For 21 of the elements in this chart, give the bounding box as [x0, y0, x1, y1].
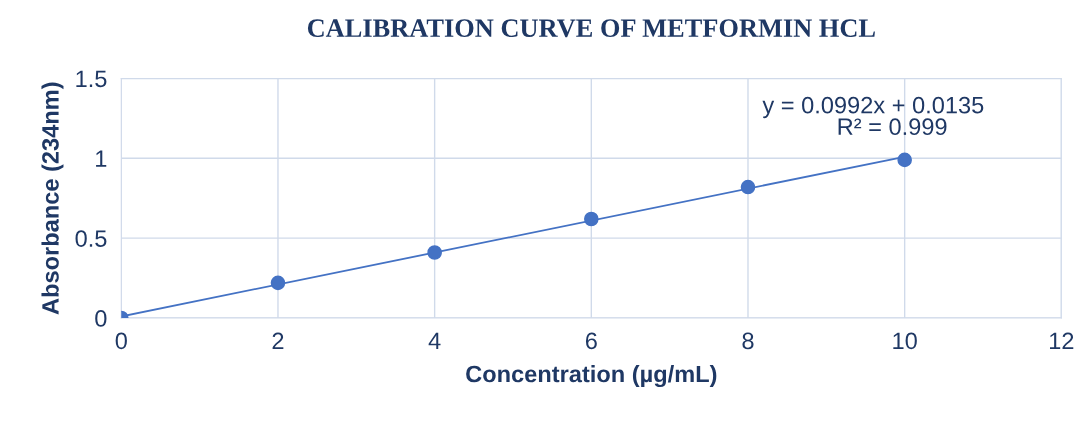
- point: [427, 245, 442, 260]
- point: [270, 275, 286, 291]
- x-tick-label: 6: [585, 332, 597, 350]
- x-tick-label: 10: [893, 332, 917, 350]
- x-tick-label: 4: [428, 332, 441, 349]
- point: [740, 179, 756, 195]
- annotation: R² = 0.999: [838, 118, 947, 136]
- point: [897, 152, 912, 168]
- x-axis-title: Concentration (µg/mL): [466, 365, 717, 388]
- x-tick-label: 12: [1050, 332, 1074, 349]
- y-tick-label: 1: [96, 150, 107, 167]
- x-tick-label: 0: [115, 332, 127, 350]
- chart-title: CALIBRATION CURVE OF METFORMIN HCL: [307, 19, 875, 38]
- annotation: y = 0.0992x + 0.0135: [762, 96, 984, 119]
- x-tick-label: 8: [742, 332, 754, 350]
- y-axis-title: Absorbance (234nm): [41, 82, 64, 315]
- y-tick-label: 0.5: [75, 230, 107, 247]
- x-tick-label: 2: [272, 332, 284, 349]
- point: [584, 211, 599, 227]
- y-tick-label: 1.5: [76, 70, 107, 88]
- y-tick-label: 0: [95, 310, 107, 327]
